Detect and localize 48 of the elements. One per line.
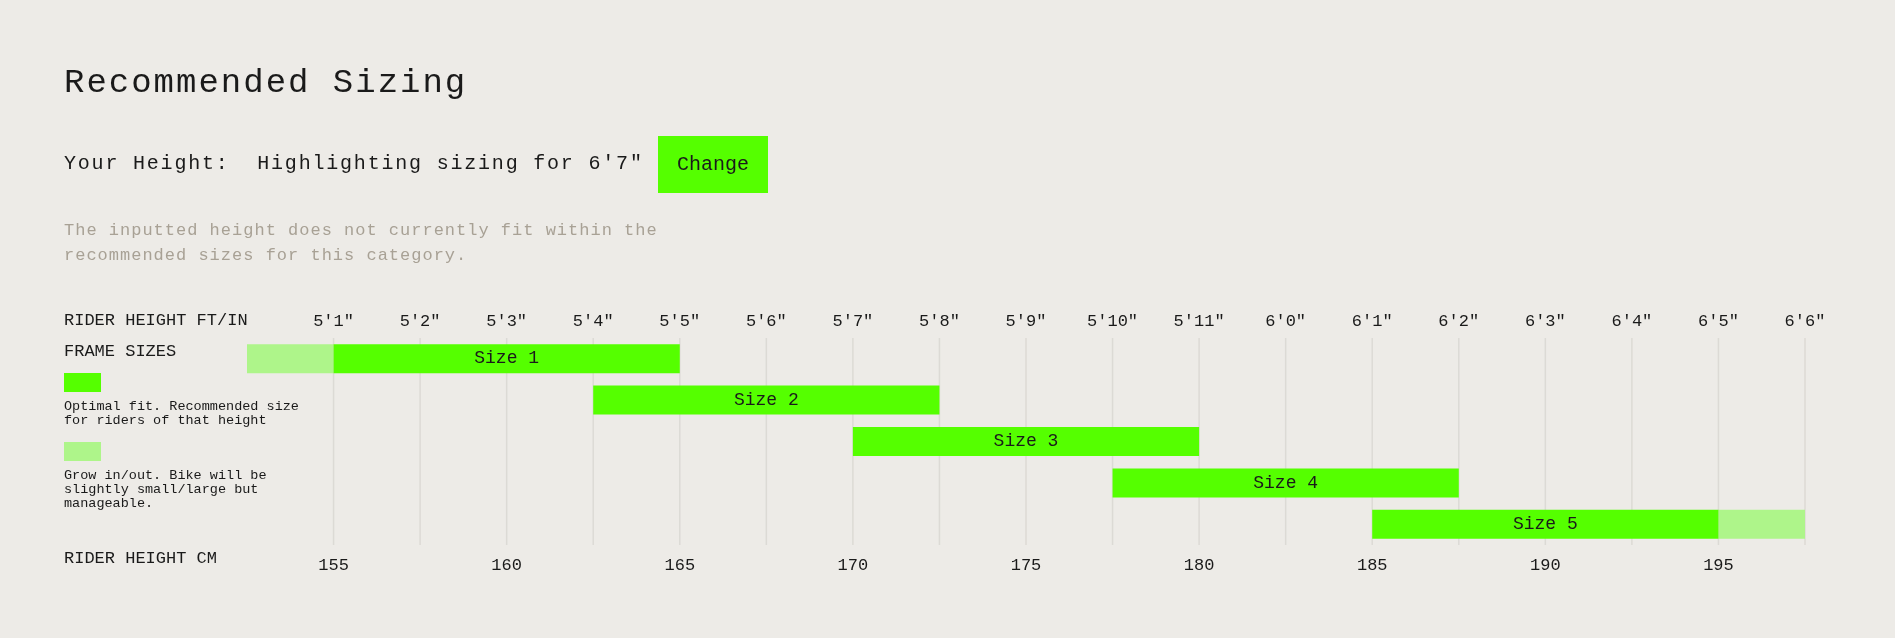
legend-label: Grow in/out. Bike will be slightly small/large but manageable. [64,468,268,511]
text: 5'3" [486,311,528,331]
x-tick-label: 160 [491,555,522,575]
y-axis-title: FRAME SIZES [64,342,177,361]
y-tick-label: Size 4 [1253,472,1319,493]
bar [247,344,334,374]
bar [1718,509,1805,539]
x-tick-label: 195 [1703,555,1734,575]
bar [1112,468,1459,498]
x-tick-label: 185 [1356,555,1388,575]
text: 5'2" [399,311,441,331]
text: The inputted height does not currently fit within the recommended sizes for this category. [64,220,659,267]
bar [333,344,680,374]
text: 6'0" [1265,311,1307,331]
text: 5'6" [745,311,787,331]
text: 5'10" [1087,311,1139,331]
x-tick-label: 190 [1530,555,1561,575]
bar [1372,509,1719,539]
text: 6'6" [1784,311,1826,331]
y-tick-label: Size 2 [733,389,799,410]
chart-title: Recommended Sizing [64,64,468,102]
chart-subtitle: Your Height: Highlighting sizing for 6'7" [64,152,644,175]
x2-axis-title: RIDER HEIGHT FT/IN [64,311,248,330]
x-tick-label: 175 [1010,555,1042,575]
text: 5'11" [1173,311,1225,331]
legend-label: Optimal fit. Recommended size for riders of that height [64,399,300,428]
text: 6'5" [1698,311,1739,331]
x-tick-label: 170 [837,555,869,575]
change-button: Change [658,136,768,193]
y-tick-label: Size 5 [1512,514,1578,535]
text: 6'4" [1611,311,1653,331]
text: 6'1" [1351,311,1393,331]
x-tick-label: 155 [318,555,349,575]
y-tick-label: Size 1 [474,348,540,369]
bar [593,385,940,415]
text: 5'4" [572,311,614,331]
text: 5'1" [313,311,354,331]
text: 5'8" [919,311,960,331]
x-axis-title: RIDER HEIGHT CM [64,549,218,568]
bar [852,427,1200,456]
text: 5'9" [1005,311,1047,331]
text: 5'5" [659,311,701,331]
text: 5'7" [832,311,874,331]
x-tick-label: 180 [1183,555,1215,575]
text: 6'2" [1438,311,1480,331]
text: 6'3" [1524,311,1566,331]
x-tick-label: 165 [664,555,696,575]
y-tick-label: Size 3 [993,431,1059,452]
